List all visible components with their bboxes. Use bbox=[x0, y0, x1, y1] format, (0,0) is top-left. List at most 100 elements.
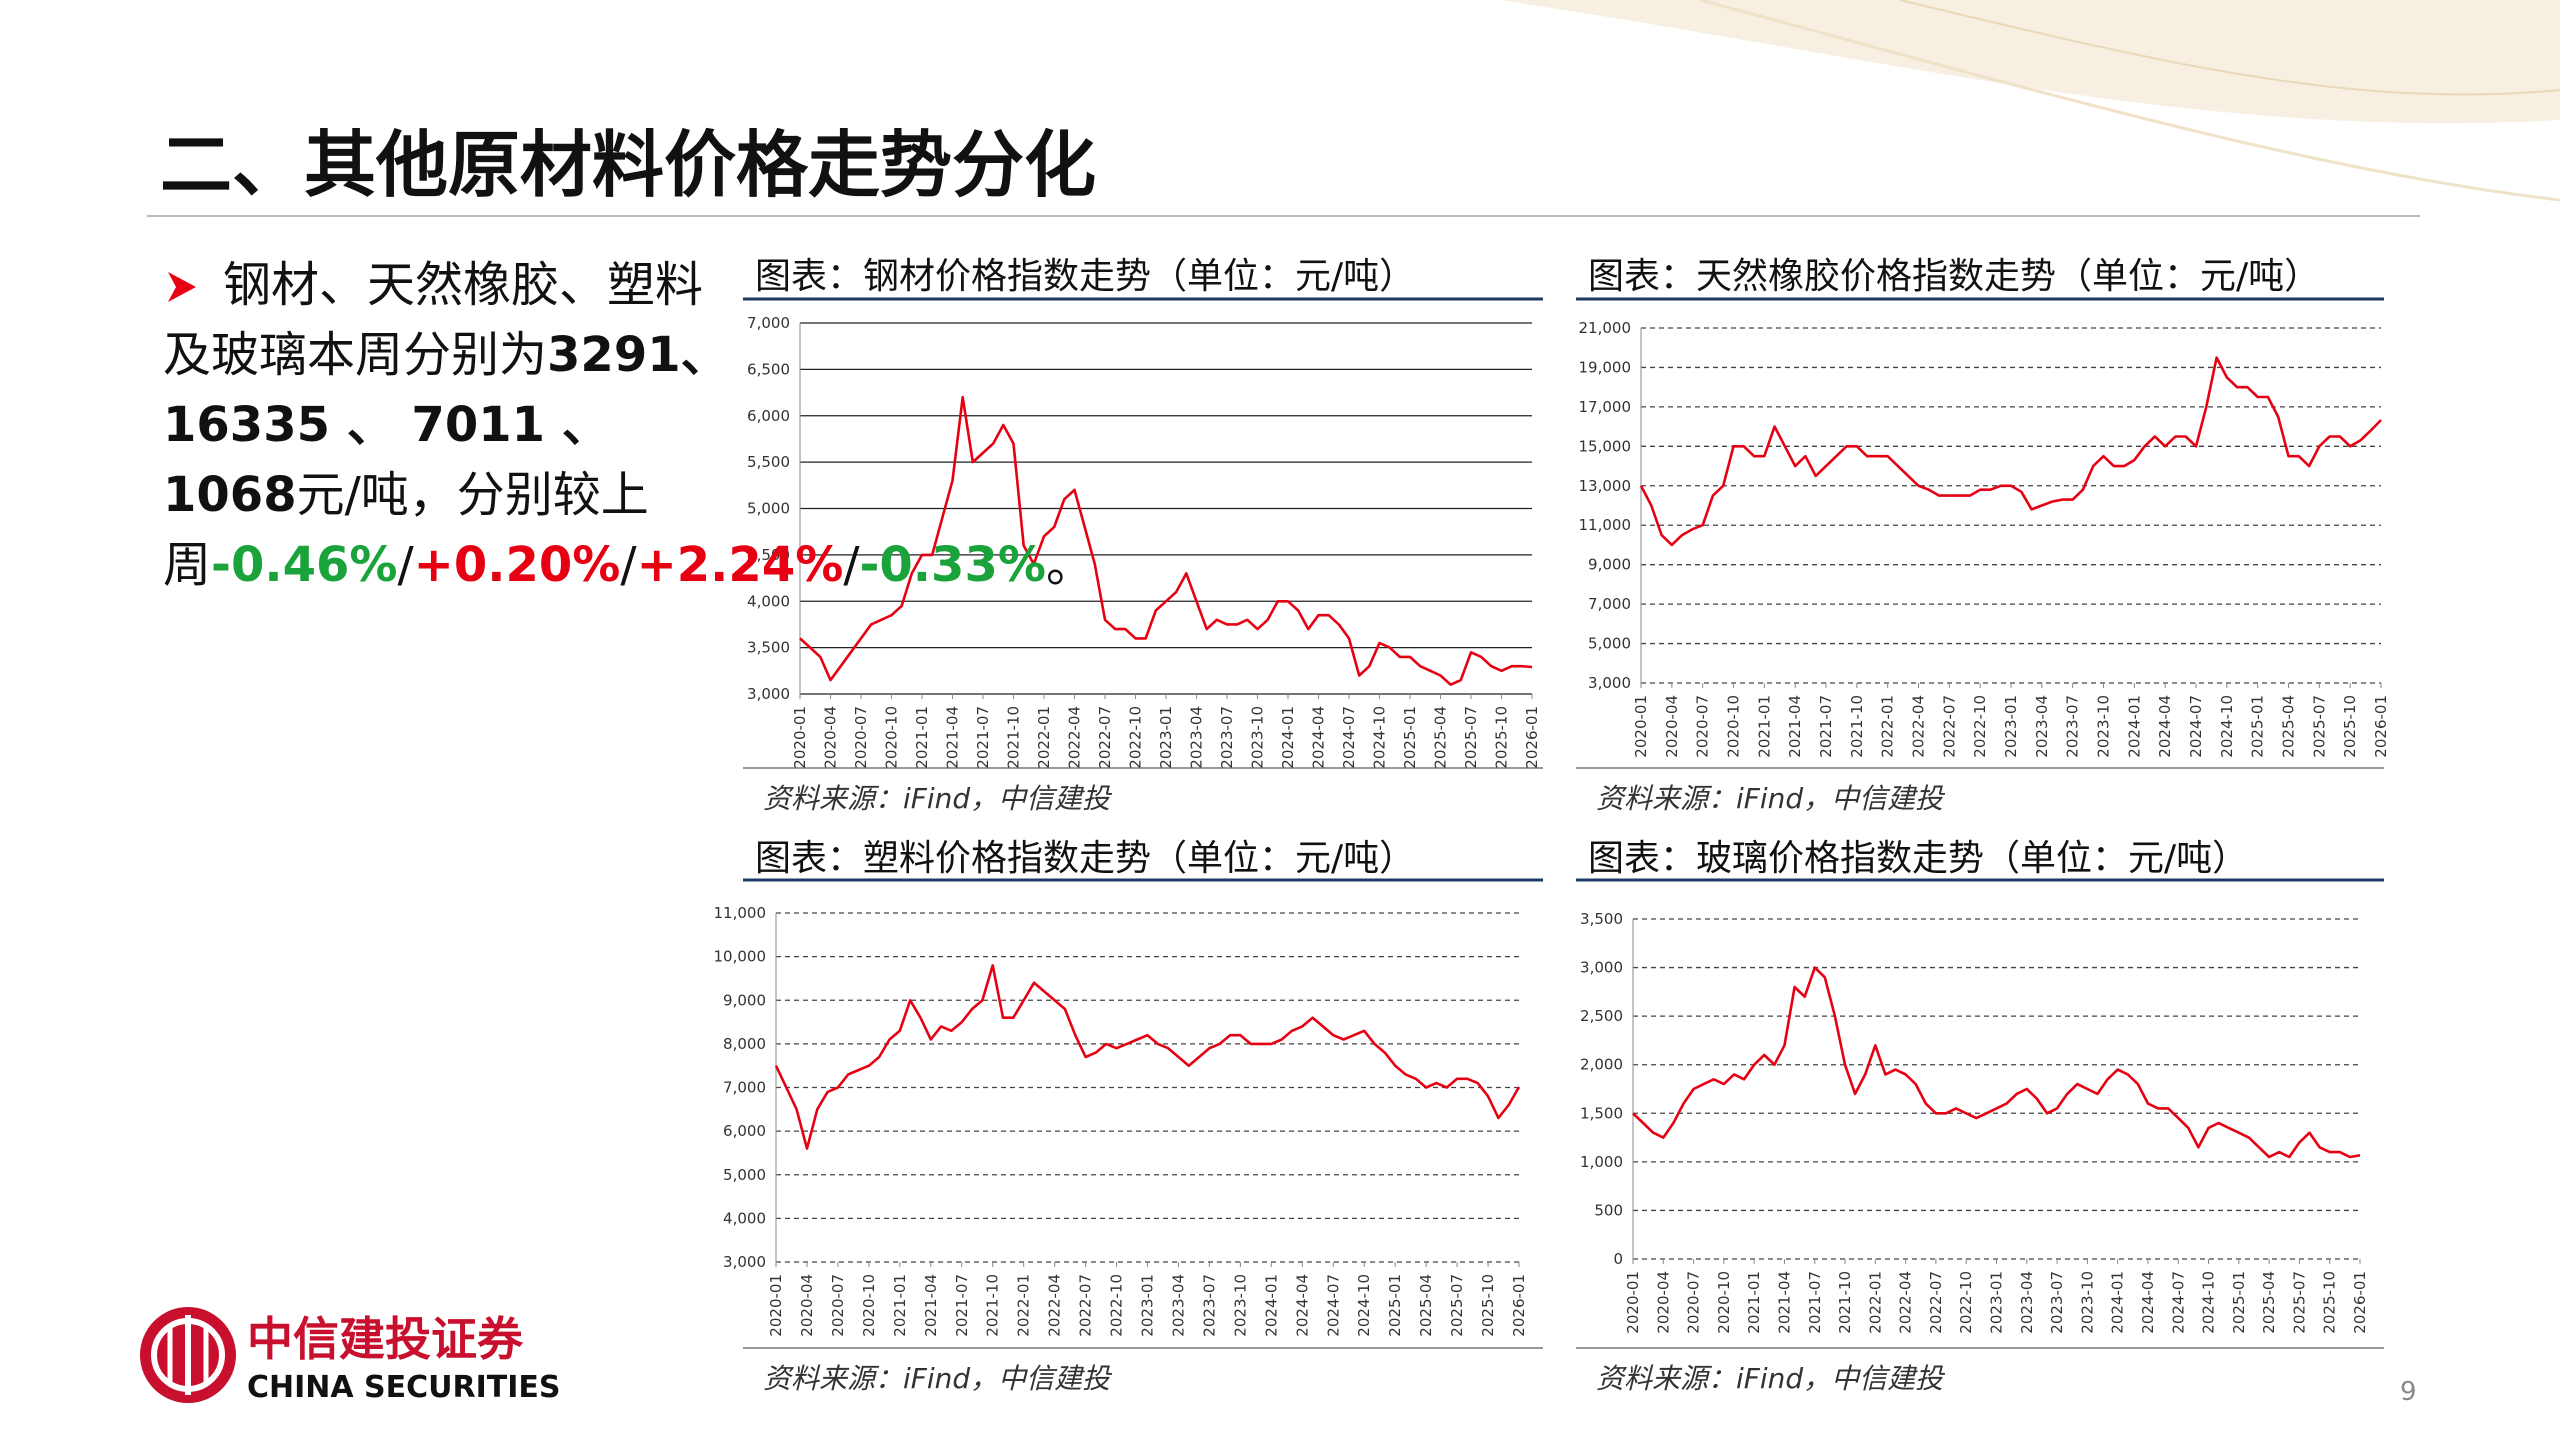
x-tick-label: 2020-07 bbox=[1685, 1271, 1703, 1334]
summary-text: 元/吨，分别较上周 bbox=[163, 467, 649, 593]
summary-text: 钢材、天然橡胶、塑料及玻璃本周分别为 bbox=[163, 257, 704, 383]
y-tick-label: 3,000 bbox=[1588, 674, 1631, 692]
x-tick-label: 2021-01 bbox=[913, 706, 931, 769]
y-tick-label: 9,000 bbox=[1588, 556, 1631, 574]
x-tick-label: 2025-07 bbox=[2290, 1271, 2308, 1334]
y-tick-label: 7,000 bbox=[747, 314, 790, 332]
brand-en: CHINA SECURITIES bbox=[247, 1370, 561, 1405]
y-tick-label: 5,000 bbox=[747, 500, 790, 518]
x-tick-label: 2020-10 bbox=[1725, 695, 1743, 758]
chart-source: 资料来源：iFind，中信建投 bbox=[1596, 782, 1946, 815]
x-tick-label: 2021-10 bbox=[1836, 1271, 1854, 1334]
x-tick-label: 2021-04 bbox=[944, 706, 962, 769]
x-tick-label: 2025-07 bbox=[2310, 695, 2328, 758]
y-tick-label: 11,000 bbox=[714, 904, 767, 922]
x-tick-label: 2023-01 bbox=[1157, 706, 1175, 769]
x-tick-label: 2025-01 bbox=[1401, 706, 1419, 769]
y-tick-label: 7,000 bbox=[723, 1079, 766, 1097]
y-tick-label: 1,500 bbox=[1580, 1104, 1623, 1122]
y-tick-label: 3,000 bbox=[1580, 959, 1623, 977]
x-tick-label: 2020-07 bbox=[829, 1274, 847, 1337]
x-tick-label: 2021-01 bbox=[891, 1274, 909, 1337]
decor-wave bbox=[1699, 0, 2560, 202]
x-tick-label: 2020-04 bbox=[822, 706, 840, 769]
x-tick-label: 2024-01 bbox=[1262, 1274, 1280, 1337]
y-tick-label: 5,000 bbox=[1588, 635, 1631, 653]
chart-title: 图表：玻璃价格指数走势（单位：元/吨） bbox=[1588, 838, 2248, 879]
chart-title: 图表：钢材价格指数走势（单位：元/吨） bbox=[755, 256, 1415, 297]
x-tick-label: 2020-04 bbox=[1663, 695, 1681, 758]
summary-text: / bbox=[620, 537, 637, 593]
y-tick-label: 7,000 bbox=[1588, 595, 1631, 613]
x-tick-label: 2021-04 bbox=[1775, 1271, 1793, 1334]
x-tick-label: 2020-01 bbox=[791, 706, 809, 769]
summary-text: +0.20% bbox=[413, 537, 621, 593]
x-tick-label: 2024-01 bbox=[2109, 1271, 2127, 1334]
x-tick-label: 2025-10 bbox=[1493, 706, 1511, 769]
x-tick-label: 2022-01 bbox=[1866, 1271, 1884, 1334]
x-tick-label: 2023-01 bbox=[1988, 1271, 2006, 1334]
x-tick-label: 2025-07 bbox=[1448, 1274, 1466, 1337]
y-tick-label: 6,000 bbox=[723, 1122, 766, 1140]
x-tick-label: 2023-01 bbox=[2002, 695, 2020, 758]
y-tick-label: 3,500 bbox=[747, 639, 790, 657]
x-tick-label: 2023-04 bbox=[2033, 695, 2051, 758]
x-tick-label: 2020-04 bbox=[798, 1274, 816, 1337]
x-tick-label: 2023-10 bbox=[1231, 1274, 1249, 1337]
chart-title: 图表：天然橡胶价格指数走势（单位：元/吨） bbox=[1588, 256, 2320, 297]
summary-text: 。 bbox=[1045, 537, 1094, 593]
x-tick-label: 2024-10 bbox=[2200, 1271, 2218, 1334]
slide-title: 二、其他原材料价格走势分化 bbox=[160, 123, 1096, 207]
chart-title: 图表：塑料价格指数走势（单位：元/吨） bbox=[755, 838, 1415, 879]
x-tick-label: 2021-10 bbox=[1848, 695, 1866, 758]
x-tick-label: 2022-01 bbox=[1879, 695, 1897, 758]
page-number: 9 bbox=[2400, 1377, 2417, 1407]
x-tick-label: 2022-10 bbox=[1971, 695, 1989, 758]
x-tick-label: 2020-07 bbox=[1694, 695, 1712, 758]
y-tick-label: 2,500 bbox=[1580, 1007, 1623, 1025]
y-tick-label: 10,000 bbox=[714, 948, 767, 966]
x-tick-label: 2021-07 bbox=[1817, 695, 1835, 758]
x-tick-label: 2020-10 bbox=[1715, 1271, 1733, 1334]
x-tick-label: 2024-07 bbox=[1340, 706, 1358, 769]
x-tick-label: 2021-10 bbox=[1005, 706, 1023, 769]
brand-cn: 中信建投证券 bbox=[247, 1312, 524, 1366]
y-tick-label: 500 bbox=[1594, 1201, 1623, 1219]
x-tick-label: 2024-01 bbox=[2125, 695, 2143, 758]
x-tick-label: 2021-04 bbox=[922, 1274, 940, 1337]
x-tick-label: 2025-10 bbox=[2341, 695, 2359, 758]
x-tick-label: 2025-10 bbox=[1479, 1274, 1497, 1337]
y-tick-label: 5,500 bbox=[747, 453, 790, 471]
y-tick-label: 8,000 bbox=[723, 1035, 766, 1053]
x-tick-label: 2022-01 bbox=[1035, 706, 1053, 769]
x-tick-label: 2021-10 bbox=[984, 1274, 1002, 1337]
chart-source: 资料来源：iFind，中信建投 bbox=[1596, 1362, 1946, 1395]
y-tick-label: 17,000 bbox=[1579, 398, 1632, 416]
x-tick-label: 2020-07 bbox=[852, 706, 870, 769]
x-tick-label: 2020-01 bbox=[1632, 695, 1650, 758]
x-tick-label: 2026-01 bbox=[1510, 1274, 1528, 1337]
x-tick-label: 2020-01 bbox=[1624, 1271, 1642, 1334]
x-tick-label: 2020-01 bbox=[767, 1274, 785, 1337]
x-tick-label: 2024-04 bbox=[1293, 1274, 1311, 1337]
x-tick-label: 2022-10 bbox=[1108, 1274, 1126, 1337]
x-tick-label: 2023-07 bbox=[2064, 695, 2082, 758]
x-tick-label: 2021-07 bbox=[974, 706, 992, 769]
y-tick-label: 1,000 bbox=[1580, 1153, 1623, 1171]
logo bbox=[140, 1307, 236, 1403]
x-tick-label: 2025-07 bbox=[1462, 706, 1480, 769]
summary-text: +2.24% bbox=[636, 537, 844, 593]
y-tick-label: 21,000 bbox=[1579, 319, 1632, 337]
x-tick-label: 2024-07 bbox=[2169, 1271, 2187, 1334]
y-tick-label: 11,000 bbox=[1579, 516, 1632, 534]
x-tick-label: 2022-10 bbox=[1957, 1271, 1975, 1334]
x-tick-label: 2024-04 bbox=[2139, 1271, 2157, 1334]
x-tick-label: 2023-10 bbox=[2078, 1271, 2096, 1334]
x-tick-label: 2021-07 bbox=[953, 1274, 971, 1337]
price-line bbox=[1632, 966, 2361, 1159]
y-tick-label: 6,500 bbox=[747, 360, 790, 378]
x-tick-label: 2023-07 bbox=[1200, 1274, 1218, 1337]
y-tick-label: 6,000 bbox=[747, 407, 790, 425]
